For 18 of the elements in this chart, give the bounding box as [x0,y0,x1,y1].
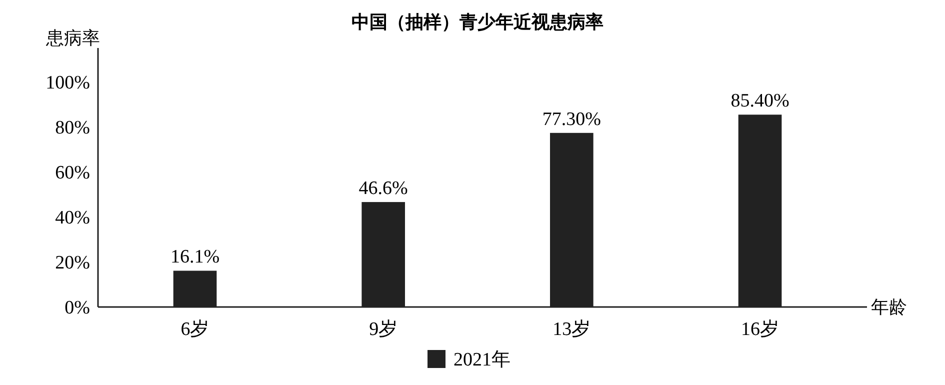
y-axis-title: 患病率 [45,28,100,48]
y-tick-label: 60% [55,162,90,184]
data-label: 85.40% [730,90,790,112]
legend-label: 2021年 [454,350,510,371]
data-label: 46.6% [358,178,408,200]
x-tick-label: 16岁 [741,319,780,340]
y-tick-label: 100% [46,72,90,94]
y-tick-label: 40% [55,208,90,229]
y-tick-label: 20% [55,252,90,274]
data-label: 77.30% [542,108,602,130]
y-tick-label: 0% [64,298,90,319]
x-tick-label: 9岁 [369,319,398,340]
x-axis-title: 年龄 [871,297,907,317]
chart-title: 中国（抽样）青少年近视患病率 [352,12,604,33]
x-tick-label: 13岁 [552,319,591,340]
data-label: 16.1% [170,246,220,268]
y-tick-label: 80% [55,117,90,138]
x-tick-label: 6岁 [180,319,210,340]
